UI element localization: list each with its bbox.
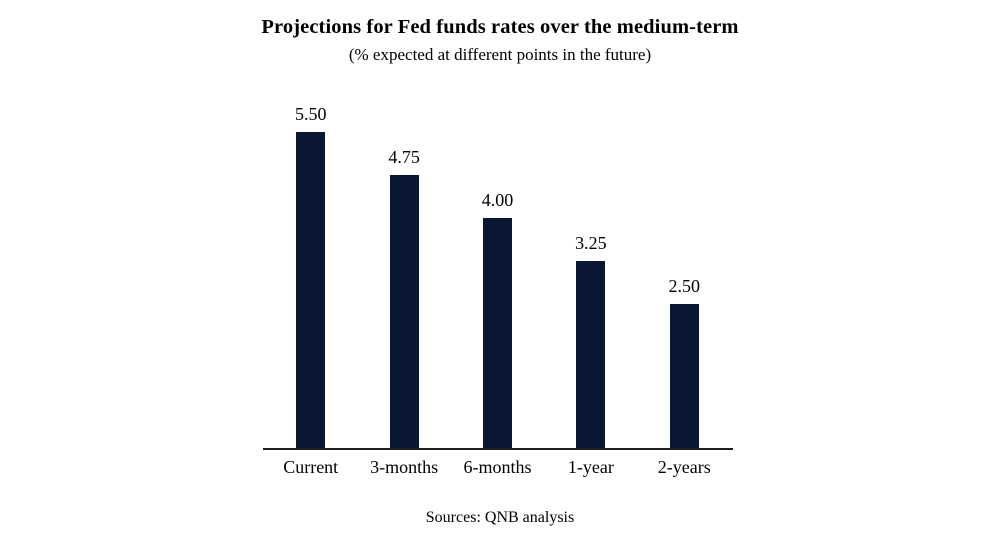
bar <box>482 218 512 448</box>
bar-value-label: 4.75 <box>388 147 420 168</box>
bar <box>296 132 326 448</box>
bar-column: 5.50 <box>264 99 357 448</box>
bar-column: 4.75 <box>357 99 450 448</box>
bar <box>576 261 606 448</box>
plot-area: 5.50 4.75 4.00 3.25 2.50 <box>264 99 731 448</box>
bar-value-label: 5.50 <box>294 104 327 124</box>
chart-title: Projections for Fed funds rates over the… <box>261 16 739 38</box>
x-axis-line <box>263 448 733 450</box>
bar-column: 2.50 <box>638 99 731 448</box>
bar <box>669 304 699 448</box>
category-label: 6-months <box>463 457 532 477</box>
chart-subtitle: (% expected at different points in the f… <box>348 45 652 64</box>
category-axis: Current 3-months 6-months 1-year 2-years <box>264 457 731 478</box>
category-label: 3-months <box>370 457 439 477</box>
bar-value-label: 4.00 <box>481 190 514 211</box>
bar-value-label: 2.50 <box>668 276 701 297</box>
bar-column: 4.00 <box>451 99 544 448</box>
category-label: 1-year <box>567 457 614 477</box>
bar-column: 3.25 <box>544 99 637 448</box>
category-label: Current <box>283 457 339 477</box>
bar <box>389 175 419 448</box>
source-note: Sources: QNB analysis <box>425 509 575 526</box>
bar-value-label: 3.25 <box>575 233 607 254</box>
category-label: 2-years <box>657 457 711 477</box>
